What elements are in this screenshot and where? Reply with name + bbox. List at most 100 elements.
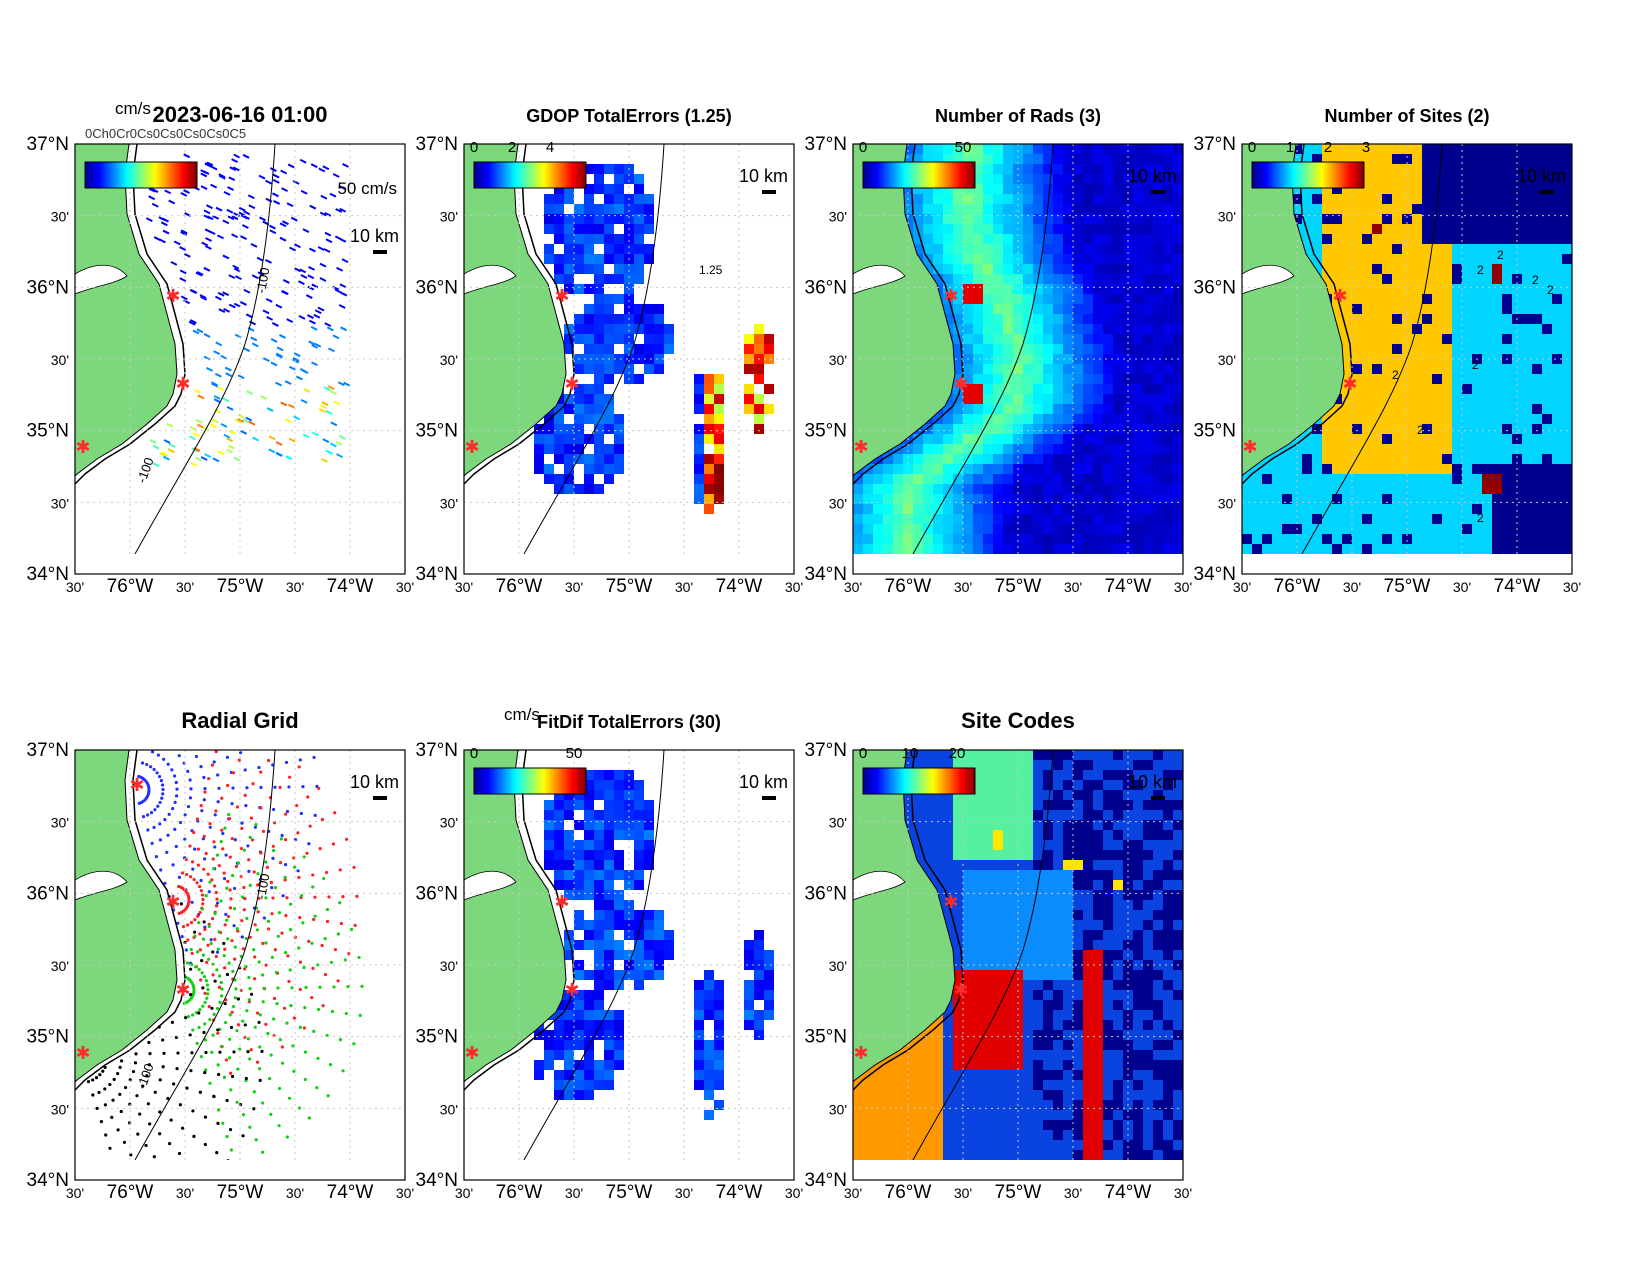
lat-tick-label: 37°N — [27, 134, 69, 155]
radial-grid-point — [185, 1086, 189, 1090]
depth-contour-label: -100 — [134, 1061, 157, 1091]
grid-cell — [1362, 324, 1372, 334]
grid-cell — [1123, 214, 1133, 224]
grid-cell — [1013, 334, 1023, 344]
radial-grid-point — [226, 783, 230, 788]
grid-cell — [1372, 554, 1382, 564]
grid-cell — [1452, 154, 1462, 164]
grid-cell — [604, 1030, 614, 1040]
grid-cell — [1452, 294, 1462, 304]
grid-cell — [1262, 504, 1272, 514]
grid-cell — [1053, 504, 1063, 514]
radar-site-marker: ✱ — [1342, 374, 1357, 394]
radial-grid-point — [188, 844, 192, 848]
grid-cell — [1083, 204, 1093, 214]
current-vector — [213, 398, 221, 404]
grid-cell — [574, 424, 584, 434]
grid-cell — [564, 274, 574, 284]
radial-grid-point — [193, 918, 197, 922]
grid-cell — [1382, 544, 1392, 554]
radial-grid-point — [186, 923, 190, 927]
grid-cell — [1452, 354, 1462, 364]
grid-cell — [1492, 394, 1502, 404]
grid-cell — [983, 770, 993, 780]
grid-cell — [1103, 780, 1113, 790]
grid-cell — [1272, 514, 1282, 524]
grid-cell — [654, 304, 664, 314]
radial-grid-point — [198, 948, 203, 952]
current-vector — [151, 202, 159, 208]
grid-cell — [1292, 204, 1302, 214]
grid-cell — [714, 1030, 724, 1040]
grid-cell — [1562, 494, 1572, 504]
current-vector — [284, 380, 292, 385]
grid-cell — [1063, 284, 1073, 294]
radial-grid-point — [196, 847, 200, 851]
grid-cell — [983, 264, 993, 274]
grid-cell — [1492, 514, 1502, 524]
radial-grid-point — [200, 958, 204, 963]
grid-cell — [1432, 364, 1442, 374]
grid-cell — [1392, 224, 1402, 234]
grid-cell — [973, 444, 983, 454]
grid-cell — [1362, 344, 1372, 354]
grid-cell — [1003, 214, 1013, 224]
grid-cell — [893, 444, 903, 454]
grid-cell — [754, 364, 764, 374]
grid-cell — [1332, 564, 1342, 574]
grid-cell — [1023, 790, 1033, 800]
radial-grid-point — [166, 762, 170, 766]
grid-cell — [1462, 294, 1472, 304]
grid-cell — [1402, 384, 1412, 394]
radial-grid-point — [174, 780, 178, 785]
grid-cell — [1103, 770, 1113, 780]
radial-grid-point — [311, 885, 315, 889]
grid-cell — [1123, 274, 1133, 284]
radial-grid-point — [193, 930, 197, 934]
grid-cell — [1422, 384, 1432, 394]
grid-cell — [913, 184, 923, 194]
grid-cell — [1472, 474, 1482, 484]
current-vector — [266, 316, 274, 321]
grid-cell — [1173, 374, 1183, 384]
grid-cell — [624, 970, 634, 980]
grid-cell — [1362, 284, 1372, 294]
lon-tick-label: 74°W — [1105, 576, 1152, 597]
grid-cell — [853, 494, 863, 504]
radial-grid-point — [308, 824, 312, 828]
grid-cell — [1163, 344, 1173, 354]
grid-cell — [1103, 364, 1113, 374]
grid-cell — [1502, 174, 1512, 184]
radial-grid-point — [321, 1004, 325, 1008]
grid-cell — [1113, 374, 1123, 384]
grid-cell — [1123, 514, 1133, 524]
grid-cell — [1442, 394, 1452, 404]
grid-cell — [1352, 554, 1362, 564]
grid-cell — [1512, 504, 1522, 514]
grid-cell — [973, 424, 983, 434]
grid-cell — [953, 294, 963, 304]
current-vector — [203, 266, 211, 272]
grid-cell — [1053, 234, 1063, 244]
radar-site-marker: ✱ — [464, 1043, 479, 1063]
grid-cell — [1512, 414, 1522, 424]
grid-cell — [704, 484, 714, 494]
grid-cell — [1113, 494, 1123, 504]
radial-grid-point — [248, 987, 252, 991]
radial-grid-point — [283, 812, 288, 816]
lat-tick-label: 37°N — [1194, 134, 1236, 155]
grid-cell — [853, 534, 863, 544]
grid-cell — [1552, 484, 1562, 494]
radial-grid-point — [199, 878, 203, 883]
grid-cell — [1472, 484, 1482, 494]
grid-cell — [1053, 224, 1063, 234]
current-vector — [334, 288, 342, 294]
radial-grid-point — [158, 822, 162, 826]
grid-cell — [704, 464, 714, 474]
grid-cell — [594, 870, 604, 880]
grid-cell — [1003, 384, 1013, 394]
grid-cell — [554, 810, 564, 820]
grid-cell — [594, 414, 604, 424]
grid-cell — [1013, 760, 1023, 770]
grid-cell — [1143, 454, 1153, 464]
